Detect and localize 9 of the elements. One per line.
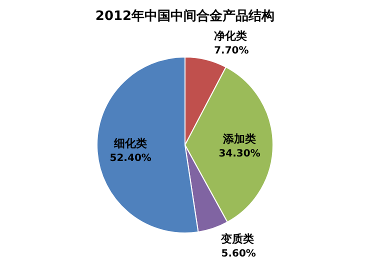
slice-label: 变质类 [220, 232, 254, 246]
slice-label: 细化类 [113, 137, 148, 150]
data-label: 34.30% [218, 148, 260, 160]
chart-title: 2012年中国中间合金产品结构 [95, 8, 275, 24]
slice-label: 添加类 [222, 132, 256, 146]
data-label: 5.60% [221, 248, 256, 260]
slice-label: 净化类 [214, 30, 248, 43]
data-label: 7.70% [214, 46, 249, 57]
data-label: 52.40% [110, 153, 152, 164]
